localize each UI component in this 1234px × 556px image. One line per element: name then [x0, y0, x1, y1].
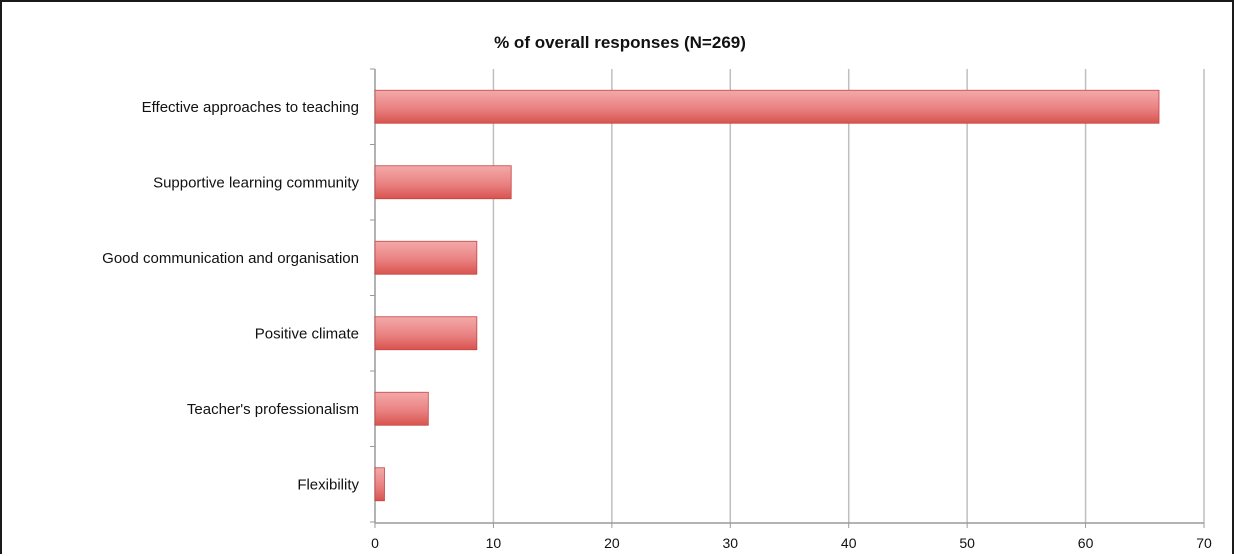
x-tick-label: 40 [841, 535, 857, 551]
x-tick-label: 60 [1078, 535, 1094, 551]
category-label: Effective approaches to teaching [142, 99, 359, 116]
bar-4 [374, 391, 429, 426]
category-label: Flexibility [297, 476, 359, 493]
bar-2 [374, 240, 478, 275]
bar-0 [374, 89, 1160, 124]
x-tick-label: 70 [1196, 535, 1212, 551]
x-tick-labels: 0 10 20 30 40 50 60 70 [371, 535, 1212, 551]
chart-title: % of overall responses (N=269) [494, 33, 746, 52]
category-label: Supportive learning community [153, 174, 359, 191]
category-labels: Effective approaches to teaching Supporti… [102, 99, 359, 494]
bar-1 [374, 165, 512, 200]
x-tick-label: 10 [486, 535, 502, 551]
axes [370, 68, 1205, 528]
bars [374, 89, 1160, 502]
bar-5 [374, 467, 385, 502]
x-tick-label: 0 [371, 535, 379, 551]
bar-3 [374, 316, 478, 351]
category-label: Teacher's professionalism [187, 401, 359, 418]
x-tick-label: 50 [959, 535, 975, 551]
x-tick-label: 20 [604, 535, 620, 551]
gridlines [492, 69, 1205, 523]
category-label: Good communication and organisation [102, 250, 359, 267]
category-label: Positive climate [255, 325, 359, 342]
x-tick-label: 30 [722, 535, 738, 551]
